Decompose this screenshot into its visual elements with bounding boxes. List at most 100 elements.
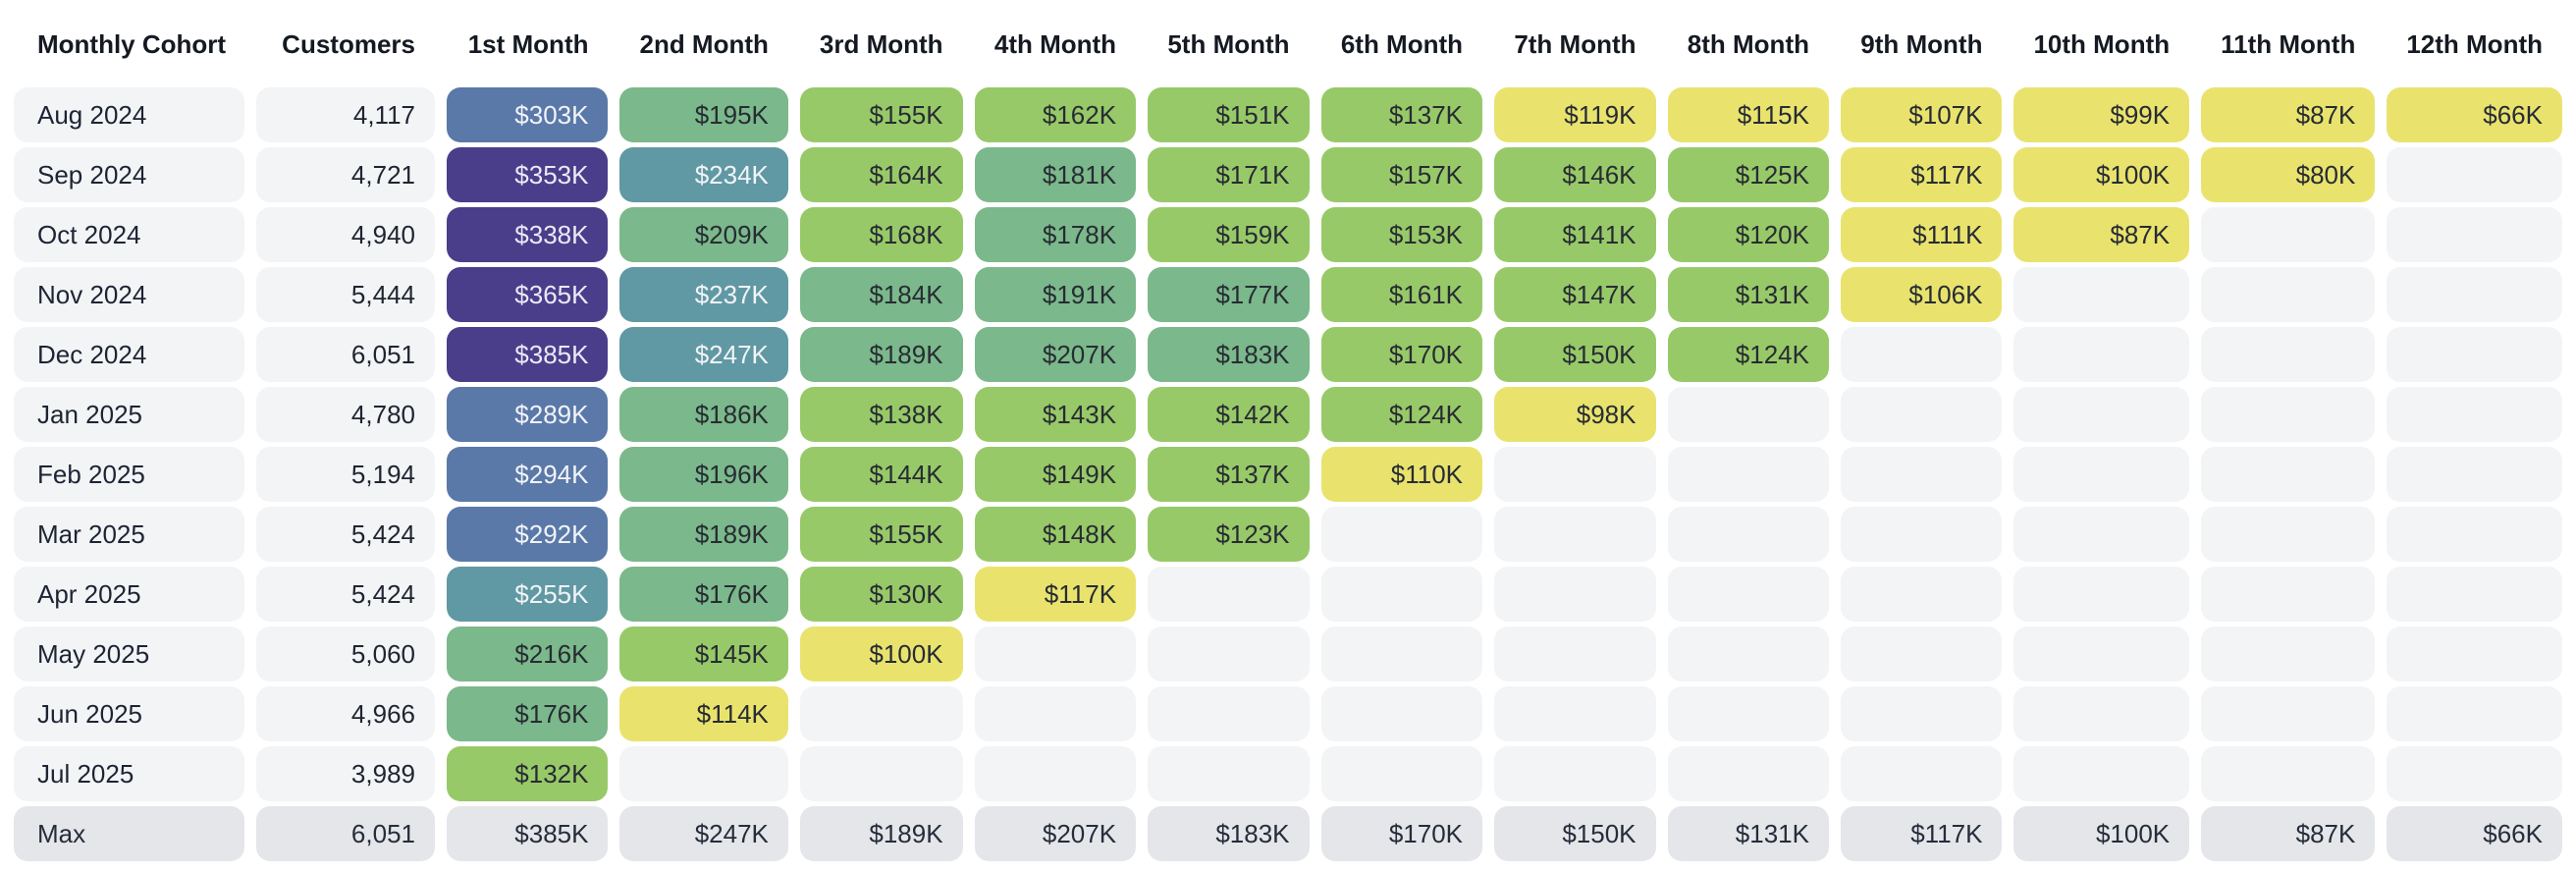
column-header-month-10: 10th Month [2033, 29, 2171, 59]
empty-cell [2387, 746, 2562, 801]
empty-cell [1320, 686, 1483, 741]
empty-cell [1667, 567, 1829, 622]
column-header-customers: Customers [282, 29, 415, 59]
cohort-label-cell: Jun 2025 [14, 686, 244, 741]
revenue-cell: $99K [2013, 87, 2190, 142]
empty-cell [974, 686, 1137, 741]
empty-cell [1494, 746, 1656, 801]
revenue-cell: $111K [1840, 207, 2003, 262]
empty-cell [2013, 447, 2190, 502]
revenue-cell: $159K [1148, 207, 1310, 262]
revenue-cell: $255K [447, 567, 609, 622]
revenue-cell: $176K [619, 567, 788, 622]
max-revenue-cell: $183K [1148, 806, 1310, 861]
empty-cell [2013, 627, 2190, 681]
revenue-cell: $106K [1840, 267, 2003, 322]
customers-cell: 5,444 [256, 267, 435, 322]
empty-cell [2013, 387, 2190, 442]
revenue-cell: $170K [1320, 327, 1483, 382]
cohort-label-cell: Jul 2025 [14, 746, 244, 801]
cohort-label-cell: Dec 2024 [14, 327, 244, 382]
revenue-cell: $191K [974, 267, 1137, 322]
revenue-cell: $151K [1148, 87, 1310, 142]
empty-cell [1840, 627, 2003, 681]
revenue-cell: $164K [799, 147, 963, 202]
empty-cell [2201, 567, 2376, 622]
revenue-cell: $87K [2201, 87, 2376, 142]
empty-cell [1148, 686, 1310, 741]
empty-cell [2387, 147, 2562, 202]
revenue-cell: $303K [447, 87, 609, 142]
revenue-cell: $365K [447, 267, 609, 322]
empty-cell [2013, 507, 2190, 562]
revenue-cell: $130K [799, 567, 963, 622]
empty-cell [1840, 746, 2003, 801]
revenue-cell: $146K [1494, 147, 1656, 202]
empty-cell [1320, 567, 1483, 622]
revenue-cell: $157K [1320, 147, 1483, 202]
revenue-cell: $149K [974, 447, 1137, 502]
max-customers-cell: 6,051 [256, 806, 435, 861]
empty-cell [2387, 627, 2562, 681]
revenue-cell: $234K [619, 147, 788, 202]
empty-cell [2201, 507, 2376, 562]
max-revenue-cell: $207K [974, 806, 1137, 861]
empty-cell [2387, 267, 2562, 322]
revenue-cell: $183K [1148, 327, 1310, 382]
empty-cell [2013, 567, 2190, 622]
revenue-cell: $117K [1840, 147, 2003, 202]
max-revenue-cell: $131K [1667, 806, 1829, 861]
empty-cell [1667, 387, 1829, 442]
customers-cell: 4,966 [256, 686, 435, 741]
revenue-cell: $143K [974, 387, 1137, 442]
column-header-month-9: 9th Month [1860, 29, 1983, 59]
column-header-month-8: 8th Month [1687, 29, 1809, 59]
revenue-cell: $117K [974, 567, 1137, 622]
column-header-month-2: 2nd Month [639, 29, 769, 59]
column-header-month-6: 6th Month [1340, 29, 1464, 59]
revenue-cell: $137K [1148, 447, 1310, 502]
customers-cell: 4,780 [256, 387, 435, 442]
revenue-cell: $147K [1494, 267, 1656, 322]
revenue-cell: $148K [974, 507, 1137, 562]
empty-cell [1494, 627, 1656, 681]
revenue-cell: $178K [974, 207, 1137, 262]
empty-cell [1320, 627, 1483, 681]
column-header-month-1: 1st Month [467, 29, 589, 59]
column-header-month-4: 4th Month [993, 29, 1117, 59]
empty-cell [2387, 447, 2562, 502]
revenue-cell: $144K [799, 447, 963, 502]
max-revenue-cell: $247K [619, 806, 788, 861]
revenue-cell: $141K [1494, 207, 1656, 262]
cohort-label-cell: Mar 2025 [14, 507, 244, 562]
empty-cell [2387, 387, 2562, 442]
customers-cell: 4,117 [256, 87, 435, 142]
revenue-cell: $195K [619, 87, 788, 142]
column-header-month-7: 7th Month [1514, 29, 1637, 59]
revenue-cell: $100K [799, 627, 963, 681]
revenue-cell: $131K [1667, 267, 1829, 322]
revenue-cell: $132K [447, 746, 609, 801]
empty-cell [2013, 746, 2190, 801]
empty-cell [2201, 327, 2376, 382]
revenue-cell: $145K [619, 627, 788, 681]
empty-cell [1840, 387, 2003, 442]
column-header-month-5: 5th Month [1167, 29, 1290, 59]
customers-cell: 4,940 [256, 207, 435, 262]
revenue-cell: $150K [1494, 327, 1656, 382]
empty-cell [1320, 746, 1483, 801]
revenue-cell: $292K [447, 507, 609, 562]
empty-cell [1494, 686, 1656, 741]
max-revenue-cell: $189K [799, 806, 963, 861]
revenue-cell: $153K [1320, 207, 1483, 262]
cohort-label-cell: May 2025 [14, 627, 244, 681]
empty-cell [619, 746, 788, 801]
max-revenue-cell: $66K [2387, 806, 2562, 861]
revenue-cell: $184K [799, 267, 963, 322]
empty-cell [2387, 207, 2562, 262]
revenue-cell: $294K [447, 447, 609, 502]
revenue-cell: $115K [1667, 87, 1829, 142]
customers-cell: 4,721 [256, 147, 435, 202]
revenue-cell: $196K [619, 447, 788, 502]
